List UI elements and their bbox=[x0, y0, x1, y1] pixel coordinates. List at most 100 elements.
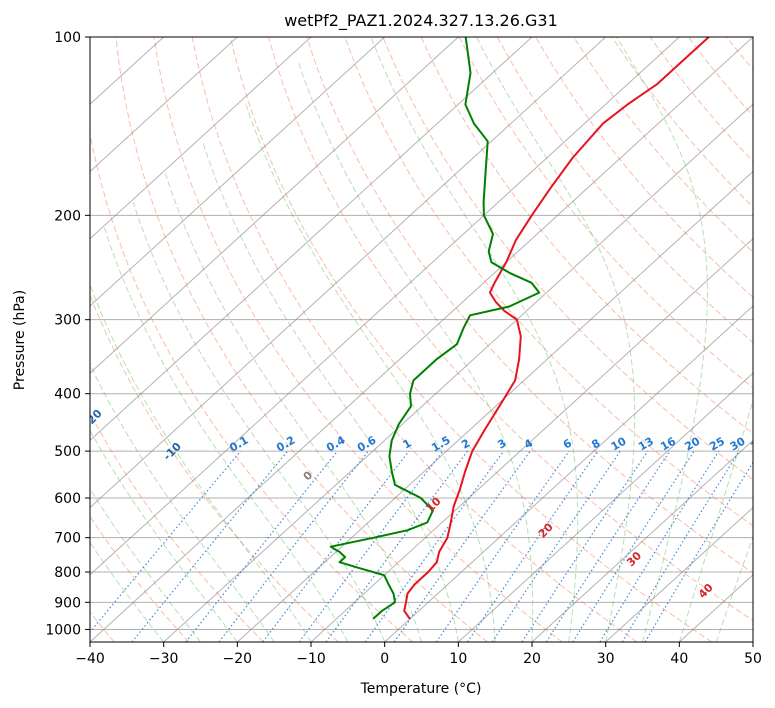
series-layer bbox=[329, 37, 710, 620]
isotherm-line bbox=[163, 103, 753, 642]
dry-adiabat-line bbox=[535, 37, 753, 298]
isotherm-line bbox=[90, 37, 753, 642]
moist-adiabat-line bbox=[90, 541, 165, 642]
y-tick-label: 100 bbox=[54, 30, 81, 46]
plot-frame bbox=[89, 36, 754, 643]
x-tick-label: 50 bbox=[744, 651, 762, 667]
dry-adiabat-line bbox=[90, 412, 264, 642]
y-tick-label: 400 bbox=[54, 387, 81, 403]
dry-adiabat-line bbox=[687, 37, 753, 117]
mixing-ratio-line bbox=[262, 450, 410, 642]
moist-adiabat-line bbox=[104, 227, 349, 642]
y-tick-label: 300 bbox=[54, 313, 81, 329]
moist-adiabat-line bbox=[297, 61, 534, 642]
isotherm-line bbox=[605, 506, 753, 642]
isotherm-line bbox=[90, 37, 386, 307]
mixing-ratio-line bbox=[364, 450, 505, 642]
moist-adiabat-line bbox=[616, 37, 708, 642]
isotherm-line bbox=[531, 439, 753, 642]
dry-adiabat-line bbox=[90, 515, 190, 642]
mixing-ratio-label: 36 bbox=[748, 434, 768, 453]
moist-adiabat-label: 30 bbox=[624, 549, 644, 569]
mixing-ratio-label: 2 bbox=[459, 437, 472, 452]
mixing-ratio-line bbox=[545, 450, 671, 642]
isotherm-line bbox=[90, 37, 312, 240]
moist-adiabat-label: 40 bbox=[696, 581, 716, 601]
x-tick-label: 20 bbox=[523, 651, 541, 667]
dry-adiabat-line bbox=[191, 37, 638, 642]
mixing-ratio-line bbox=[435, 450, 570, 642]
mixing-ratio-line bbox=[131, 450, 289, 642]
temperature-line bbox=[403, 37, 710, 620]
isotherm-line bbox=[457, 372, 753, 642]
y-tick-label: 200 bbox=[54, 208, 81, 224]
moist-adiabat-line bbox=[678, 398, 753, 642]
x-tick-label: −20 bbox=[223, 651, 253, 667]
x-tick-label: 40 bbox=[670, 651, 688, 667]
isotherm-line bbox=[236, 170, 753, 642]
moist-adiabat-line bbox=[715, 535, 753, 642]
x-tick-label: 0 bbox=[380, 651, 389, 667]
isotherm-line bbox=[752, 641, 753, 642]
y-tick-label: 900 bbox=[54, 595, 81, 611]
mixing-ratio-line bbox=[521, 450, 649, 642]
dry-adiabat-line bbox=[726, 37, 753, 71]
x-axis: −40 −30 −20 −10 0 10 20 30 40 50 bbox=[75, 642, 762, 667]
mixing-ratio-line bbox=[185, 450, 339, 642]
isotherm-line bbox=[90, 37, 680, 576]
dry-adiabat-line bbox=[573, 37, 753, 253]
dry-adiabat-line bbox=[90, 293, 339, 642]
isotherm-line bbox=[90, 37, 459, 374]
moist-adiabat-label: 10 bbox=[424, 494, 444, 514]
moist-adiabat-line bbox=[90, 363, 275, 642]
grid-layer bbox=[90, 37, 753, 642]
mixing-ratio-label: 8 bbox=[589, 437, 602, 452]
y-tick-label: 500 bbox=[54, 444, 81, 460]
isotherm-line bbox=[90, 37, 533, 442]
dry-adiabat-line bbox=[765, 37, 775, 642]
x-tick-label: 30 bbox=[597, 651, 615, 667]
y-tick-label: 1000 bbox=[45, 622, 81, 638]
mixing-ratio-line bbox=[298, 450, 444, 642]
line-labels-layer: 0.10.20.40.611.52346810131620253036-100-… bbox=[81, 407, 768, 601]
moist-adiabat-line bbox=[90, 283, 312, 642]
dry-adiabat-line bbox=[229, 37, 712, 642]
moist-adiabat-line bbox=[752, 640, 753, 642]
moist-adiabat-line bbox=[132, 201, 386, 642]
mixing-ratio-line bbox=[393, 450, 531, 642]
isotherm-line bbox=[310, 237, 753, 642]
moist-adiabat-line bbox=[202, 141, 459, 642]
x-tick-label: −10 bbox=[296, 651, 326, 667]
dry-adiabat-line bbox=[115, 37, 488, 642]
mixing-ratio-line bbox=[90, 450, 242, 633]
x-tick-label: 10 bbox=[449, 651, 467, 667]
y-axis-label: Pressure (hPa) bbox=[12, 290, 28, 390]
mixing-ratio-line bbox=[572, 450, 695, 642]
y-tick-label: 600 bbox=[54, 491, 81, 507]
mixing-ratio-line bbox=[491, 450, 621, 642]
x-axis-label: Temperature (°C) bbox=[360, 681, 482, 697]
dry-adiabat-line bbox=[153, 37, 563, 642]
isotherm-line bbox=[384, 305, 753, 642]
dry-adiabat-label: -20 bbox=[81, 407, 104, 430]
mixing-ratio-label: 1 bbox=[401, 437, 414, 452]
mixing-ratio-line bbox=[466, 450, 599, 642]
isotherm-line bbox=[90, 37, 238, 173]
dry-adiabat-line bbox=[306, 37, 753, 574]
moist-adiabat-line bbox=[245, 104, 496, 642]
dry-adiabat-line bbox=[344, 37, 753, 527]
mixing-ratio-line bbox=[621, 450, 740, 642]
moist-adiabat-line bbox=[90, 488, 201, 642]
mixing-ratio-label: 3 bbox=[495, 437, 508, 452]
moist-adiabat-line bbox=[164, 173, 422, 642]
background-lines-layer bbox=[90, 37, 775, 642]
y-axis: 100 200 300 400 500 600 700 800 900 1000 bbox=[45, 30, 90, 638]
mixing-ratio-line bbox=[644, 461, 753, 642]
dry-adiabat-line bbox=[268, 37, 753, 622]
y-tick-label: 700 bbox=[54, 531, 81, 547]
dry-adiabat-label: -10 bbox=[161, 440, 184, 463]
dry-adiabat-line bbox=[496, 37, 753, 344]
dewpoint-line bbox=[329, 37, 541, 620]
mixing-ratio-line bbox=[599, 450, 720, 642]
